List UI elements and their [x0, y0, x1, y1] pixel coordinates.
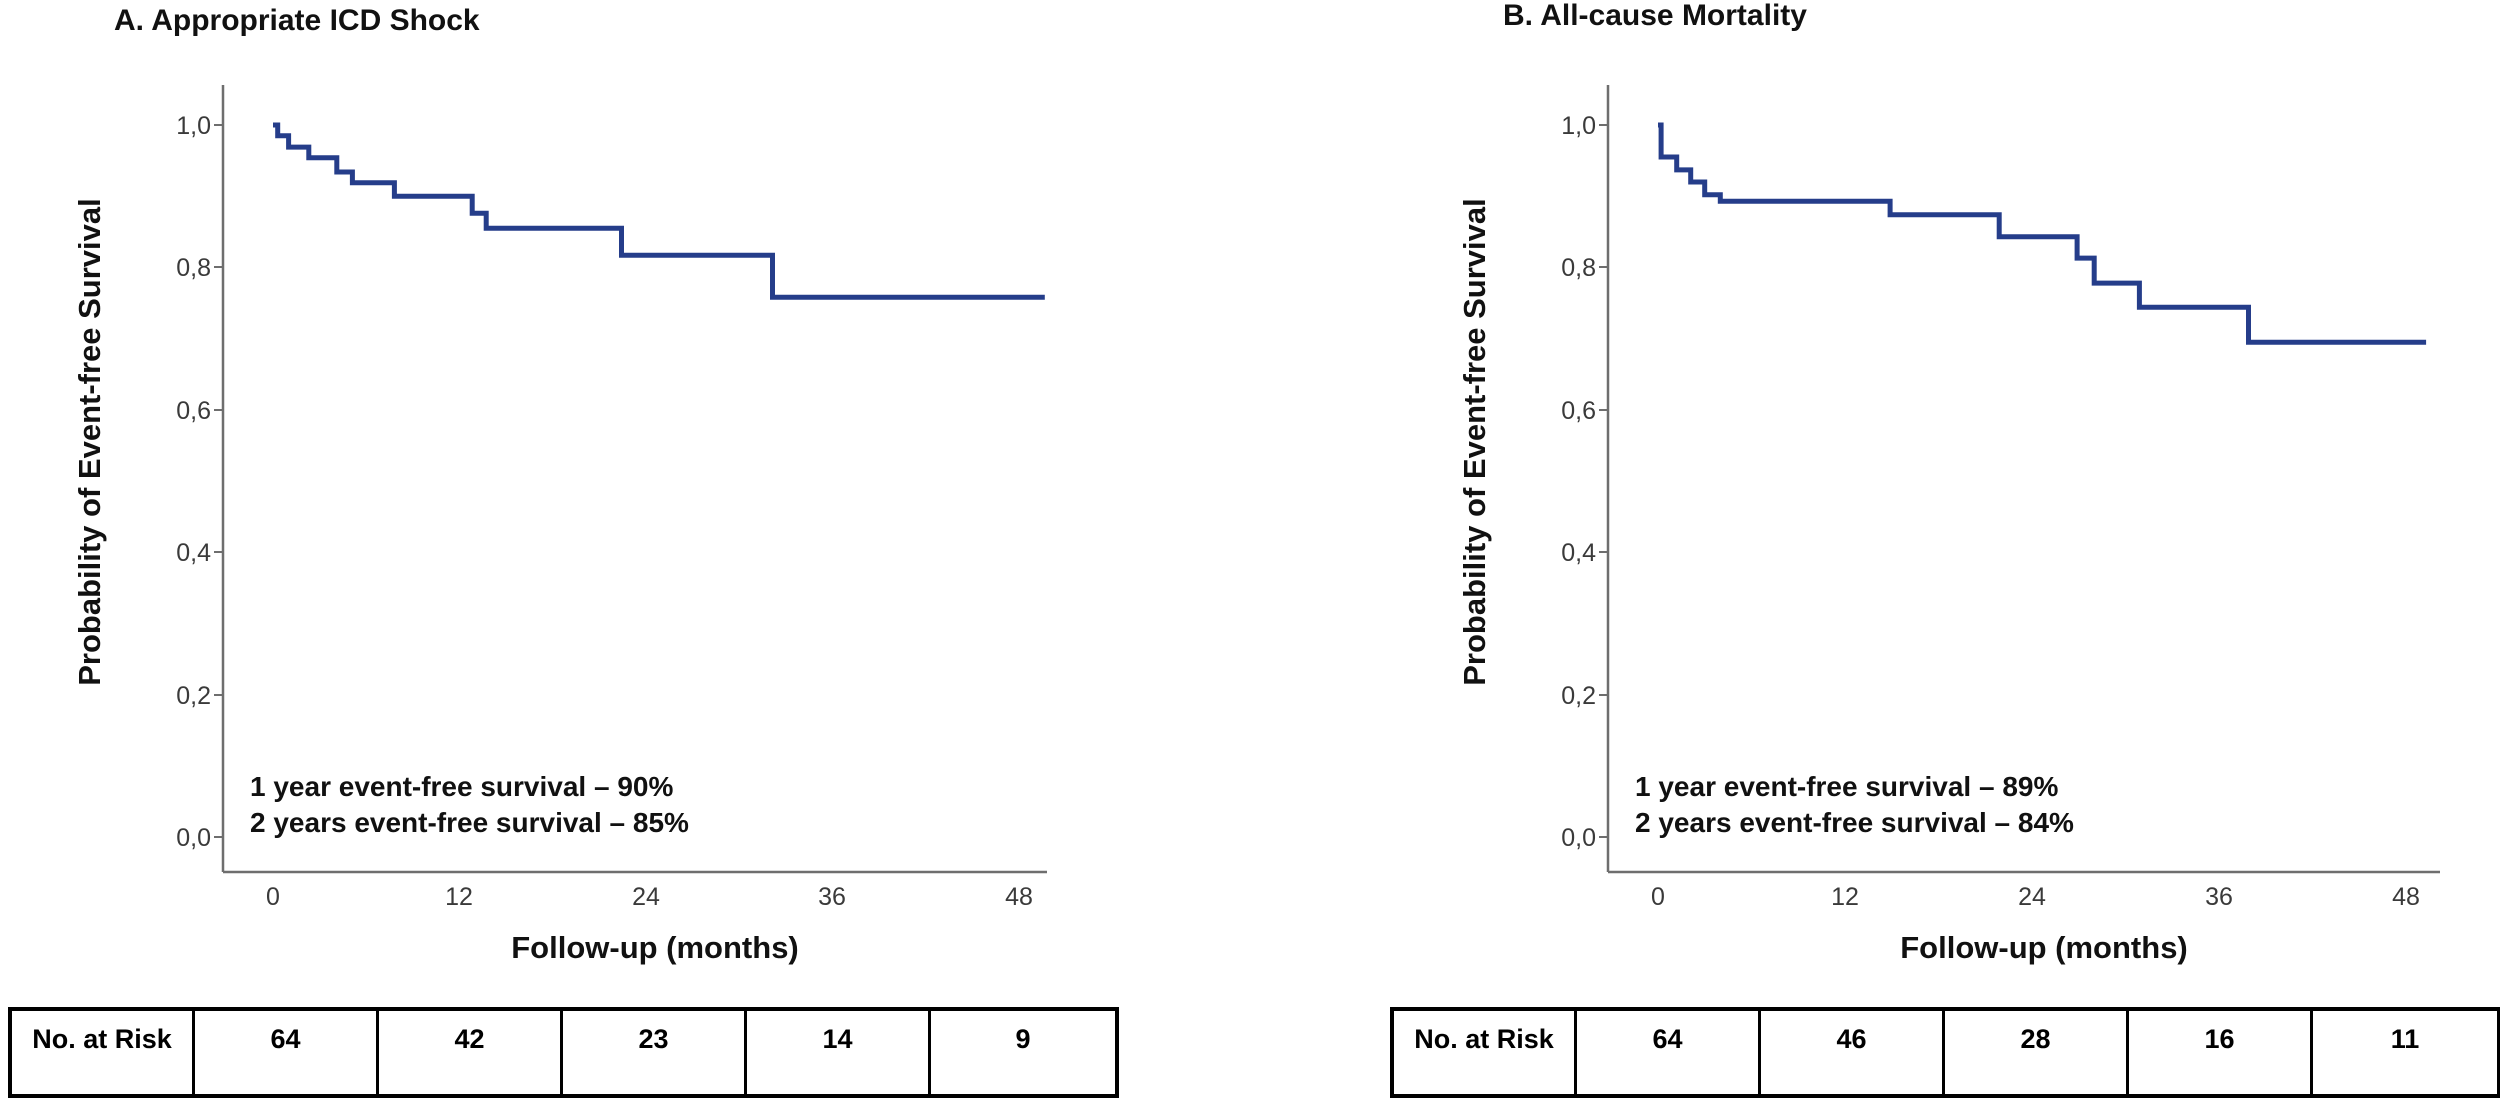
risk-table-label: No. at Risk [1394, 1011, 1577, 1094]
risk-table-label: No. at Risk [12, 1011, 195, 1094]
y-tick-label: 1,0 [1561, 112, 1596, 140]
y-tick-label: 0,8 [1561, 254, 1596, 282]
x-tick-label: 48 [1005, 883, 1033, 911]
risk-count-24mo: 23 [563, 1011, 747, 1094]
risk-count-0mo: 64 [1577, 1011, 1761, 1094]
panel-a-title: A. Appropriate ICD Shock [114, 4, 480, 37]
x-tick-label: 0 [1651, 883, 1665, 911]
risk-count-36mo: 14 [747, 1011, 931, 1094]
annotation-line-2: 2 years event-free survival – 84% [1635, 807, 2074, 838]
y-axis-title: Probability of Event-free Survival [72, 198, 107, 686]
km-curve-appropriate-icd-shock [273, 122, 1045, 300]
x-axis-title: Follow-up (months) [1900, 930, 2188, 965]
risk-count-12mo: 46 [1761, 1011, 1945, 1094]
y-tick-label: 0,6 [176, 397, 211, 425]
y-tick-label: 0,2 [1561, 682, 1596, 710]
km-curve-all-cause-mortality [1658, 122, 2427, 345]
y-tick-label: 0,8 [176, 254, 211, 282]
y-tick-label: 0,0 [176, 824, 211, 852]
risk-table-b: No. at Risk 64 46 28 16 11 [1390, 1007, 2500, 1098]
y-tick-label: 0,0 [1561, 824, 1596, 852]
x-tick-label: 12 [445, 883, 473, 911]
y-tick-label: 0,4 [176, 539, 211, 567]
annotation-line-1: 1 year event-free survival – 89% [1635, 771, 2058, 802]
y-tick-label: 1,0 [176, 112, 211, 140]
x-tick-label: 0 [266, 883, 280, 911]
y-tick-label: 0,6 [1561, 397, 1596, 425]
x-tick-label: 24 [2018, 883, 2046, 911]
y-axis-title: Probability of Event-free Survival [1457, 198, 1492, 686]
panel-b-chart: B. All-cause Mortality 1,0 0,8 0,6 0,4 0… [1457, 0, 2440, 965]
x-tick-label: 12 [1831, 883, 1859, 911]
annotation-line-1: 1 year event-free survival – 90% [250, 771, 673, 802]
risk-count-24mo: 28 [1945, 1011, 2129, 1094]
risk-count-48mo: 9 [1015, 1024, 1031, 1054]
annotation-line-2: 2 years event-free survival – 85% [250, 807, 689, 838]
x-axis-title: Follow-up (months) [511, 930, 799, 965]
risk-count-0mo: 64 [195, 1011, 379, 1094]
y-tick-label: 0,2 [176, 682, 211, 710]
y-tick-label: 0,4 [1561, 539, 1596, 567]
panel-a-chart: A. Appropriate ICD Shock 1,0 0,8 0,6 0,4… [72, 4, 1047, 965]
x-tick-label: 36 [818, 883, 846, 911]
risk-count-36mo: 16 [2129, 1011, 2313, 1094]
risk-count-48mo: 11 [2390, 1024, 2420, 1054]
x-tick-label: 24 [632, 883, 660, 911]
risk-count-12mo: 42 [379, 1011, 563, 1094]
risk-table-a: No. at Risk 64 42 23 14 9 [8, 1007, 1119, 1098]
x-tick-label: 36 [2205, 883, 2233, 911]
y-axis-ticks [214, 124, 222, 838]
y-axis-ticks [1599, 124, 1607, 838]
x-tick-label: 48 [2392, 883, 2420, 911]
panel-b-title: B. All-cause Mortality [1503, 0, 1807, 32]
